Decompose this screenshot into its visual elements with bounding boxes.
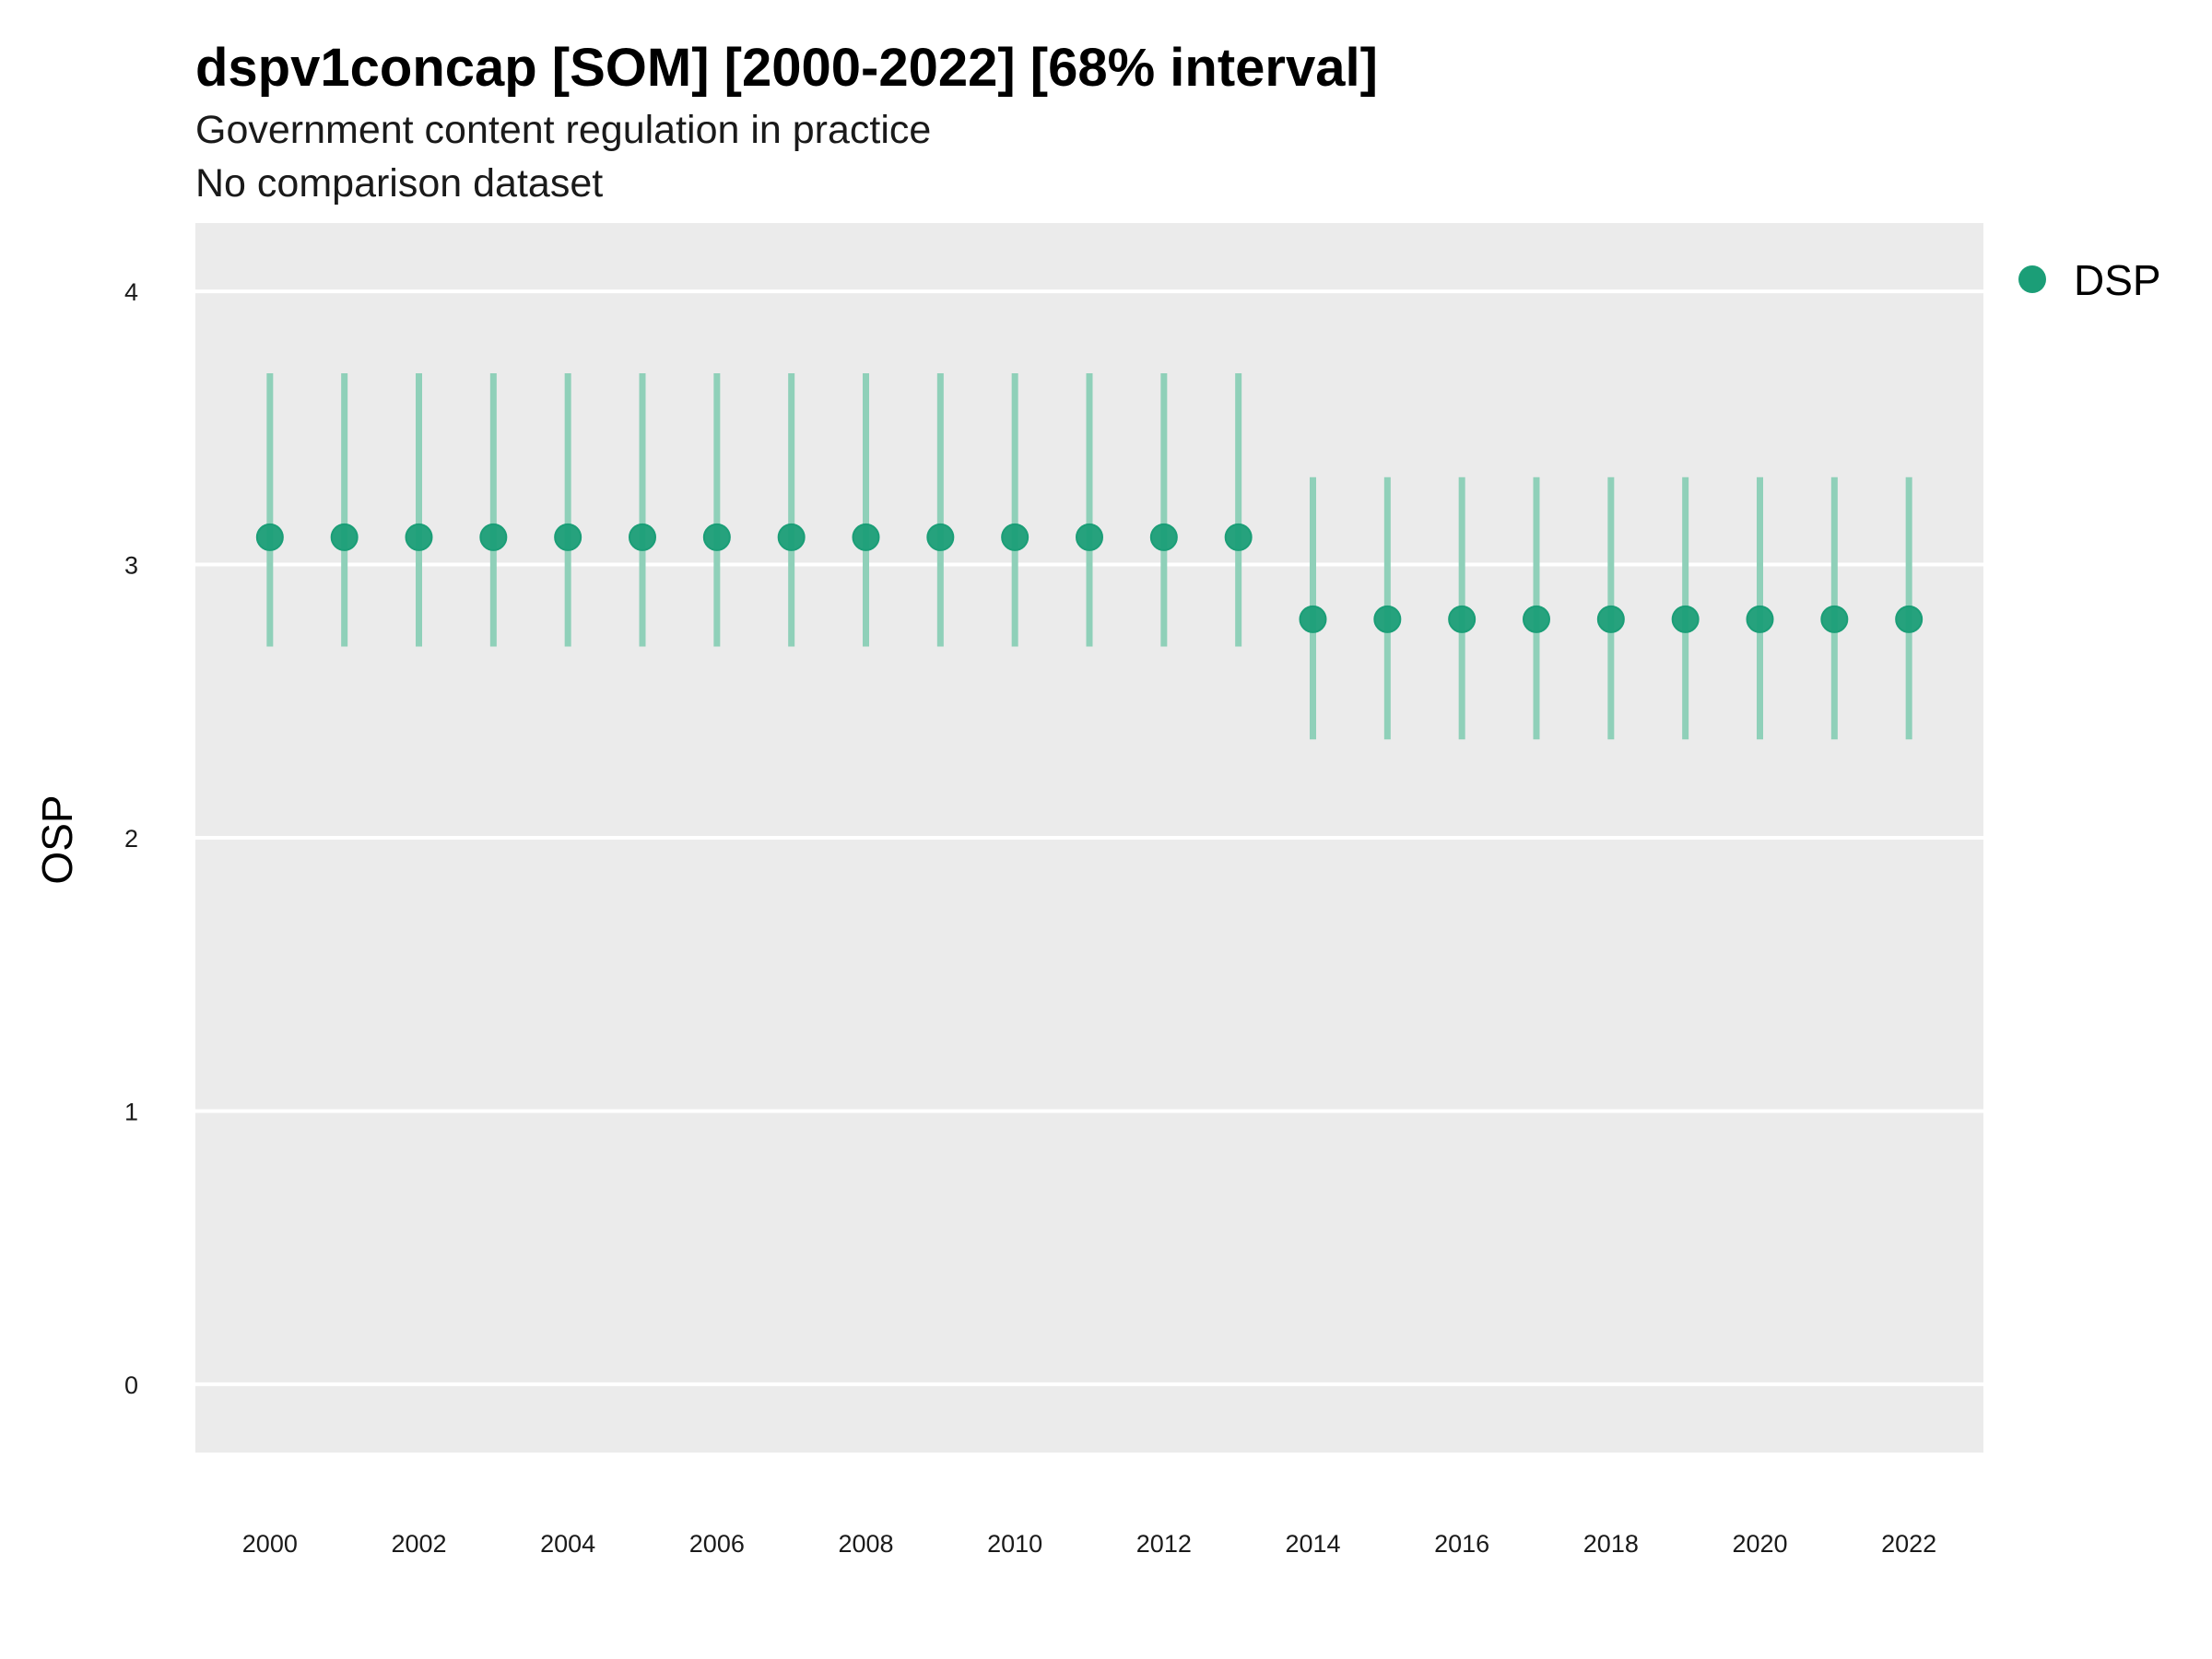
data-point-2013 (1224, 523, 1253, 551)
data-point-2011 (1076, 523, 1103, 551)
chart-subtitle: Government content regulation in practic… (195, 108, 931, 152)
y-tick-label-0: 0 (124, 1371, 138, 1399)
y-tick-label-2: 2 (124, 825, 138, 853)
data-point-2020 (1746, 605, 1774, 633)
chart-title: dspv1concap [SOM] [2000-2022] [68% inter… (195, 38, 1378, 98)
x-tick-label-2008: 2008 (838, 1530, 893, 1558)
data-point-2007 (777, 523, 806, 551)
data-point-2018 (1596, 605, 1625, 633)
x-tick-label-2020: 2020 (1732, 1530, 1787, 1558)
data-point-2010 (1001, 523, 1030, 551)
x-tick-label-2010: 2010 (987, 1530, 1042, 1558)
chart-subtitle-secondary: No comparison dataset (195, 161, 603, 206)
x-tick-label-2016: 2016 (1434, 1530, 1489, 1558)
legend: DSP (2018, 256, 2161, 304)
data-point-2016 (1448, 605, 1477, 633)
data-point-2021 (1820, 605, 1849, 633)
y-tick-label-1: 1 (124, 1098, 138, 1125)
data-point-2006 (702, 523, 731, 551)
data-point-2019 (1671, 605, 1700, 633)
legend-key-dsp (2018, 265, 2046, 293)
data-point-2001 (330, 523, 359, 551)
y-tick-label-3: 3 (124, 552, 138, 580)
legend-label-dsp: DSP (2074, 256, 2161, 304)
data-point-2004 (554, 523, 582, 551)
x-tick-label-2012: 2012 (1136, 1530, 1192, 1558)
data-point-2012 (1149, 523, 1178, 551)
y-axis-ticks: 0 1 2 3 4 (124, 278, 138, 1399)
x-axis-ticks: 2000 2002 2004 2006 2008 2010 2012 2014 2016 2018… (242, 1530, 1936, 1558)
data-point-2008 (852, 523, 880, 551)
data-point-2005 (629, 523, 656, 551)
data-point-2003 (479, 523, 508, 551)
x-tick-label-2002: 2002 (391, 1530, 446, 1558)
data-point-2017 (1523, 605, 1550, 633)
data-point-2014 (1299, 605, 1327, 633)
x-tick-label-2014: 2014 (1285, 1530, 1340, 1558)
data-point-2002 (405, 523, 433, 551)
x-tick-label-2022: 2022 (1881, 1530, 1936, 1558)
x-tick-label-2000: 2000 (242, 1530, 298, 1558)
data-points (255, 523, 1924, 633)
x-tick-label-2004: 2004 (540, 1530, 595, 1558)
y-axis-label: OSP (33, 794, 81, 884)
y-tick-label-4: 4 (124, 278, 138, 306)
data-point-2015 (1373, 605, 1402, 633)
data-point-2022 (1895, 605, 1924, 633)
x-tick-label-2018: 2018 (1583, 1530, 1639, 1558)
data-point-2009 (926, 523, 955, 551)
x-tick-label-2006: 2006 (689, 1530, 745, 1558)
data-point-2000 (255, 523, 284, 551)
